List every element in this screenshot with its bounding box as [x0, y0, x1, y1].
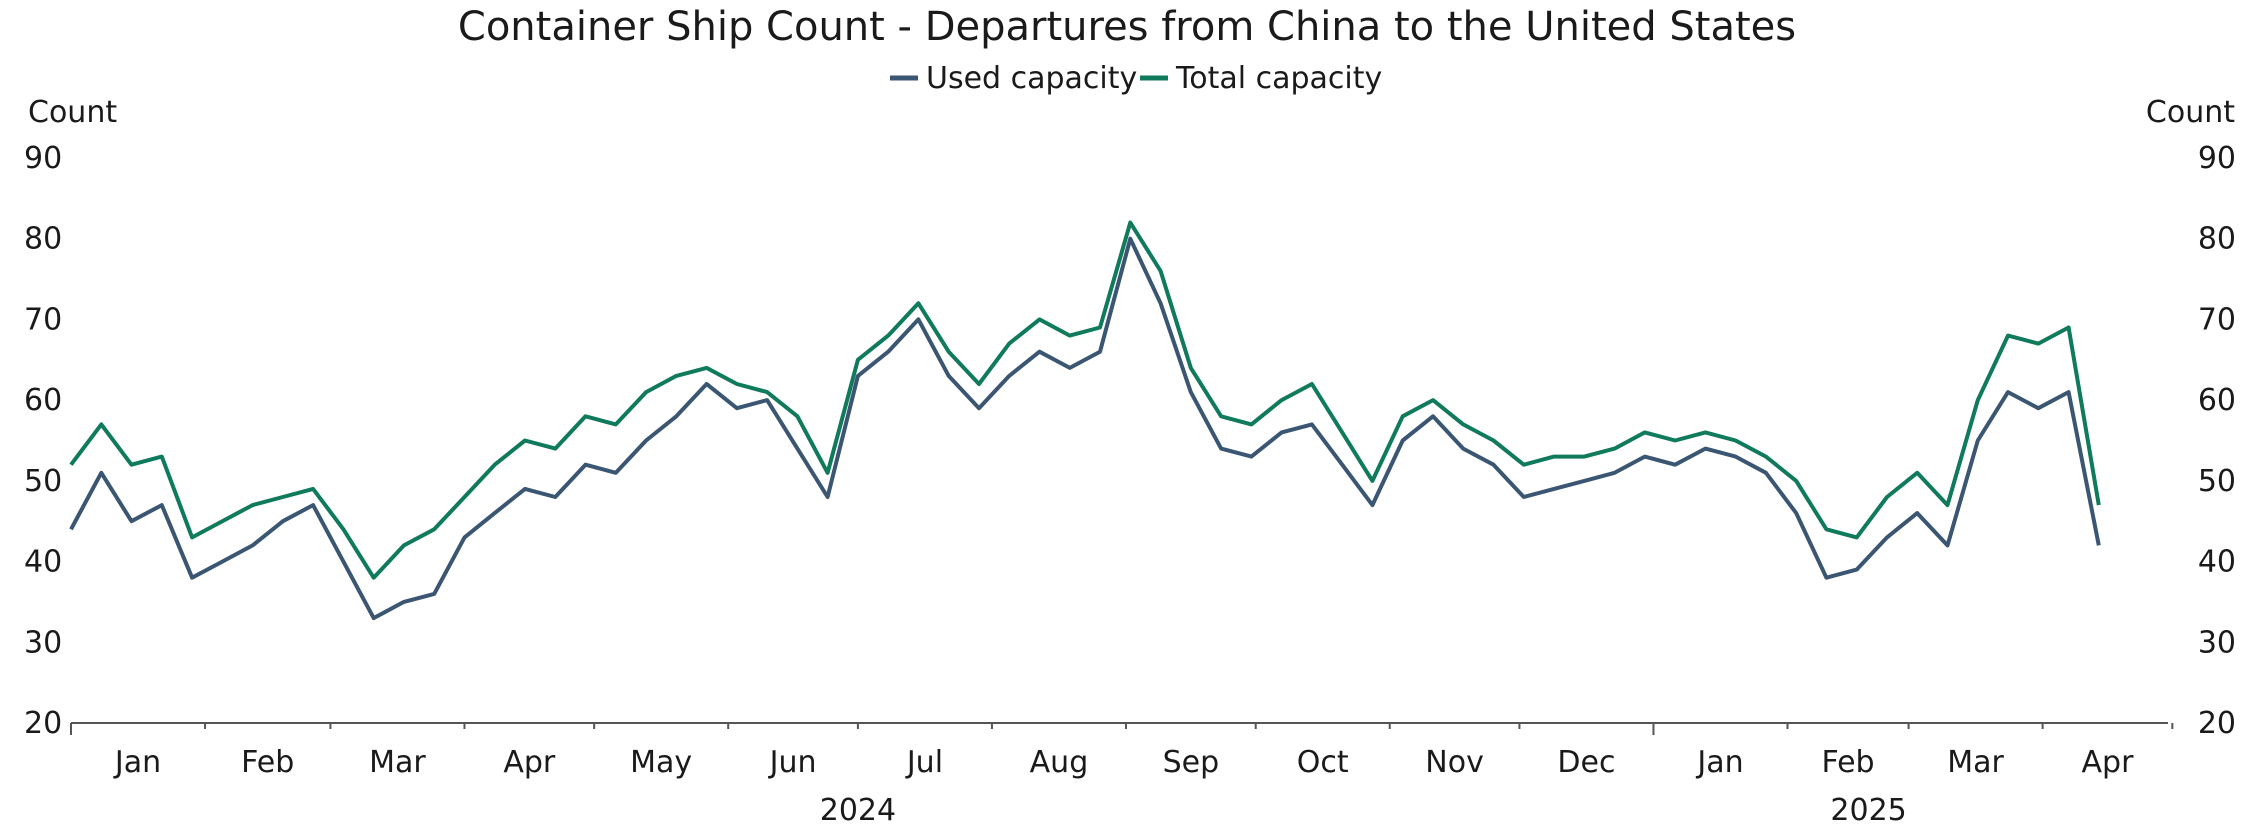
x-month-label: Sep	[1163, 745, 1220, 780]
y-tick-label-right: 50	[2198, 464, 2236, 499]
y-axis-label-left: Count	[28, 95, 117, 130]
x-month-label: Aug	[1030, 745, 1089, 780]
x-month-label: Jan	[1695, 745, 1743, 780]
legend-label-used: Used capacity	[926, 61, 1137, 96]
x-month-label: Mar	[1947, 745, 2004, 780]
y-tick-label-left: 50	[24, 464, 62, 499]
y-tick-label-left: 40	[24, 545, 62, 580]
x-month-label: Mar	[369, 745, 426, 780]
x-month-label: Feb	[241, 745, 294, 780]
legend-label-total: Total capacity	[1175, 61, 1382, 96]
x-month-label: Apr	[503, 745, 556, 780]
x-axis-labels: Jan Feb Mar Apr May Jun Jul Aug Sep Oct Nov Dec Jan F…	[113, 745, 2134, 828]
y-tick-label-left: 60	[24, 383, 62, 418]
x-month-label: Nov	[1425, 745, 1484, 780]
x-month-label: May	[630, 745, 692, 780]
y-tick-label-right: 70	[2198, 302, 2236, 337]
x-month-label: Jul	[905, 745, 943, 780]
x-month-label: Oct	[1297, 745, 1349, 780]
y-tick-label-left: 80	[24, 222, 62, 257]
y-tick-label-left: 30	[24, 625, 62, 660]
y-tick-label-left: 70	[24, 302, 62, 337]
series-layer	[69, 220, 2101, 621]
legend: Used capacity Total capacity	[890, 61, 1382, 96]
y-tick-label-right: 40	[2198, 545, 2236, 580]
y-tick-label-right: 30	[2198, 625, 2236, 660]
x-month-label: Dec	[1557, 745, 1615, 780]
y-axis-left: 20 30 40 50 60 70 80 90	[24, 141, 62, 741]
y-tick-label-left: 20	[24, 706, 62, 741]
y-tick-label-right: 90	[2198, 141, 2236, 176]
series-line-total-capacity	[69, 220, 2101, 580]
y-tick-label-right: 60	[2198, 383, 2236, 418]
y-tick-label-right: 20	[2198, 706, 2236, 741]
chart-title: Container Ship Count - Departures from C…	[458, 4, 1796, 50]
x-month-label: Apr	[2082, 745, 2135, 780]
x-year-label: 2024	[820, 793, 896, 828]
x-axis-ticks	[70, 723, 2174, 735]
series-line-used-capacity	[69, 236, 2101, 621]
y-tick-label-left: 90	[24, 141, 62, 176]
x-month-label: Jun	[768, 745, 817, 780]
x-month-label: Jan	[113, 745, 161, 780]
y-axis-right: 20 30 40 50 60 70 80 90	[2198, 141, 2236, 741]
x-axis: Jan Feb Mar Apr May Jun Jul Aug Sep Oct Nov Dec Jan F…	[70, 722, 2174, 828]
y-tick-label-right: 80	[2198, 222, 2236, 257]
y-axis-label-right: Count	[2146, 95, 2235, 130]
x-year-label: 2025	[1830, 793, 1906, 828]
x-month-label: Feb	[1821, 745, 1874, 780]
